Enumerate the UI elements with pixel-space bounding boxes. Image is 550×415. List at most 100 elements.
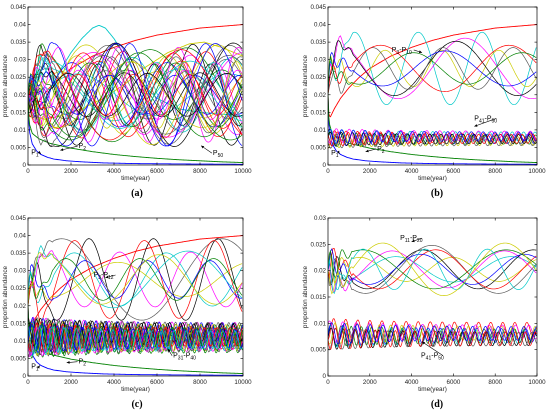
series-line: [28, 94, 243, 165]
y-tick-label: 0.03: [314, 215, 327, 222]
panel-0: 0 0.005 0.01 0.015 0.02 0.025 0.03 0.035 0.04 0.0…: [2, 4, 252, 199]
series-line: [28, 240, 243, 325]
y-tick-label: 0.015: [311, 109, 327, 116]
annotation-sub: 11: [405, 238, 410, 244]
series-line: [28, 71, 243, 118]
series-line: [328, 49, 537, 95]
series-line: [28, 317, 243, 347]
series-line: [28, 60, 243, 129]
panel-label: (a): [131, 188, 143, 199]
series-line: [28, 305, 243, 376]
annotation-text: P: [31, 149, 36, 156]
annotation-sub: 40: [190, 356, 196, 362]
y-tick-label: 0.02: [14, 303, 27, 310]
x-tick-label: 2000: [363, 379, 377, 386]
y-tick-label: 0: [323, 162, 327, 169]
series-line: [28, 305, 243, 374]
annotation-sub: 41: [479, 118, 485, 124]
x-tick-label: 10000: [234, 168, 252, 175]
y-tick-label: 0.005: [311, 347, 327, 354]
y-tick-label: 0.02: [314, 268, 327, 275]
series-line: [328, 94, 537, 165]
x-tick-label: 4000: [107, 168, 121, 175]
annotation-text: P: [79, 359, 84, 366]
series-line: [28, 68, 243, 120]
annotation-arrow: [474, 118, 497, 127]
annotation-arrow: [60, 145, 78, 151]
annotation-text: P: [173, 353, 178, 360]
y-tick-label: 0.02: [314, 92, 327, 99]
axes-frame: [27, 217, 244, 377]
panel-label: (b): [431, 188, 443, 199]
annotation-arrowhead: [60, 148, 64, 151]
series-line: [28, 52, 243, 138]
annotation-arrowhead: [167, 348, 171, 352]
annotation-sub: 2: [382, 149, 385, 155]
annotation-text: P: [79, 143, 84, 150]
series-line: [28, 261, 243, 306]
annotation-label: P3-P12: [94, 272, 114, 281]
annotation-label: P2: [79, 359, 87, 368]
annotation-label: P1: [31, 363, 39, 372]
x-tick-label: 8000: [193, 379, 207, 386]
annotation-sub: 1: [36, 366, 39, 372]
annotation-text: P: [94, 272, 99, 279]
x-tick-label: 0: [26, 379, 30, 386]
series-line: [28, 58, 243, 131]
series-line: [328, 44, 537, 95]
y-tick-label: 0.04: [14, 233, 27, 240]
series-line: [328, 35, 537, 100]
x-tick-label: 2000: [64, 379, 78, 386]
y-tick-label: 0.005: [311, 144, 327, 151]
annotation-label: P2: [79, 143, 87, 152]
y-tick-label: 0.005: [11, 355, 27, 362]
panel-3: 0 0.005 0.01 0.015 0.02 0.025 0.03 0 2000 4000 600…: [302, 215, 546, 410]
series-line: [328, 244, 537, 294]
annotation-sep: -P: [485, 115, 492, 122]
annotation-sub: 50: [438, 356, 444, 362]
series-line: [28, 94, 243, 163]
plot-area: [328, 24, 537, 165]
annotation-label: P31-P40: [173, 353, 196, 362]
y-tick-label: 0.015: [11, 320, 27, 327]
series-line: [28, 325, 243, 355]
y-tick-label: 0.01: [314, 320, 327, 327]
y-tick-label: 0.045: [311, 4, 327, 11]
series-line: [328, 248, 537, 295]
series-line: [328, 131, 537, 147]
x-axis-label: time(year): [418, 386, 447, 393]
annotation-arrowhead: [474, 124, 478, 127]
series-line: [28, 244, 243, 309]
annotation-arrowhead: [37, 150, 41, 154]
x-axis-label: time(year): [121, 386, 150, 393]
annotation-text: P: [392, 47, 397, 54]
y-tick-label: 0.005: [11, 144, 27, 151]
annotation-label: P41-P50: [474, 115, 497, 124]
y-tick-label: 0.025: [311, 241, 327, 248]
annotation-sub: 50: [218, 153, 224, 159]
series-line: [28, 57, 243, 129]
series-line: [328, 128, 537, 144]
axes-frame: [327, 6, 538, 166]
y-tick-label: 0.025: [311, 74, 327, 81]
plot-area: [328, 242, 537, 351]
series-line: [28, 43, 243, 147]
panel-2: 0 0.005 0.01 0.015 0.02 0.025 0.03 0.035 0.04 0.0…: [2, 215, 252, 410]
annotation-sub: 50: [492, 118, 498, 124]
series-line: [28, 49, 243, 141]
annotation-label: P1: [31, 149, 39, 158]
annotation-sep: -P: [410, 235, 417, 242]
y-tick-label: 0.035: [11, 39, 27, 46]
series-line: [28, 73, 243, 117]
y-axis-label: proportion abundance: [2, 265, 9, 328]
series-line: [28, 73, 243, 118]
series-line: [328, 47, 537, 95]
annotation-arrowhead: [422, 341, 426, 345]
series-line: [328, 253, 537, 284]
series-line: [28, 321, 243, 352]
y-tick-label: 0.015: [11, 109, 27, 116]
annotation-sub: 10: [406, 50, 412, 56]
y-tick-label: 0.045: [11, 4, 27, 11]
annotation-sub: 3: [98, 275, 101, 281]
